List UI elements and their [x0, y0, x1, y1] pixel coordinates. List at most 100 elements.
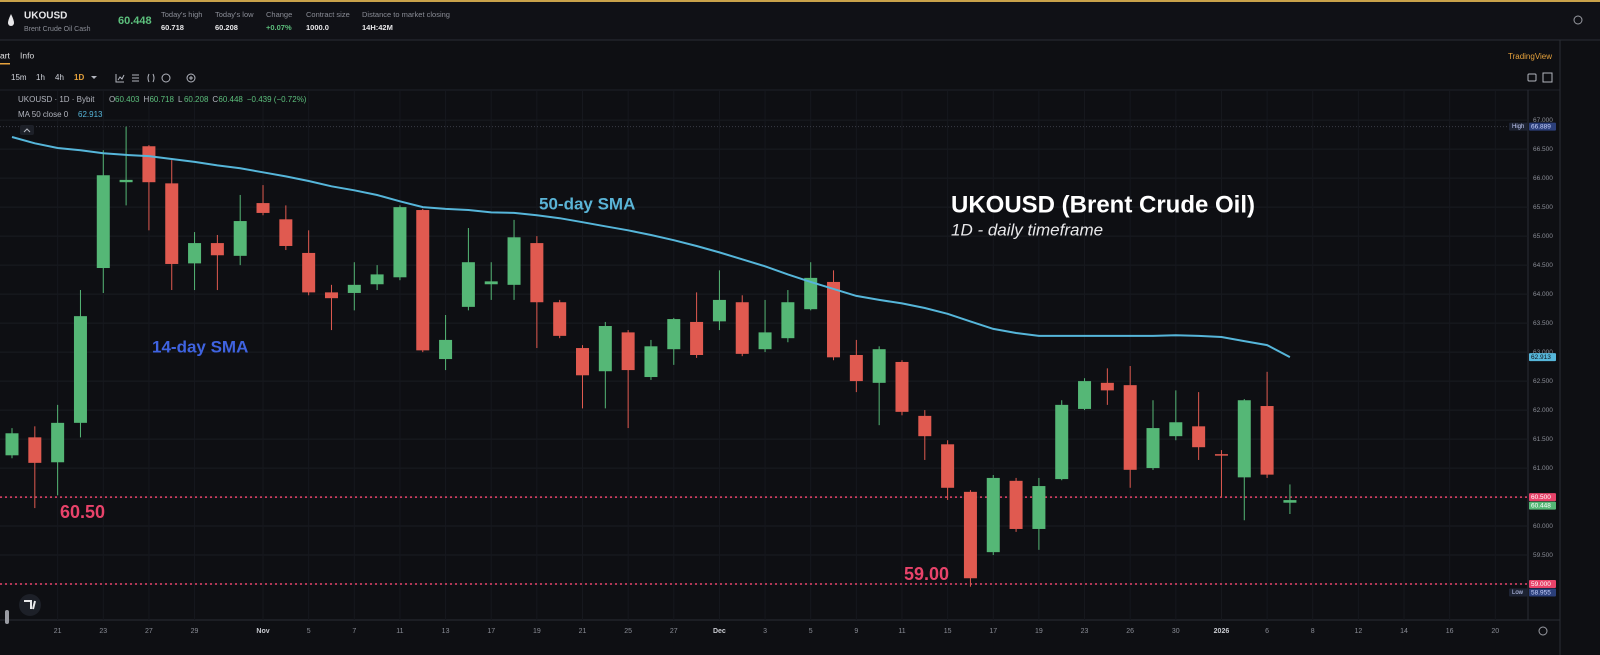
chart-type-icon[interactable] [115, 74, 125, 83]
legend-key: L [178, 95, 183, 104]
x-tick-label: 3 [763, 628, 767, 635]
candle-body [598, 326, 612, 372]
x-tick-label: 9 [854, 628, 858, 635]
y-tick-label: 66.500 [1533, 146, 1553, 153]
candle-body [324, 292, 338, 299]
price-tag-name-bg [1509, 122, 1528, 131]
x-tick-label: 27 [145, 628, 153, 635]
tab-underline [0, 63, 10, 65]
x-tick-label: 19 [533, 628, 541, 635]
legend-key: H [143, 95, 149, 104]
candle-body [1009, 480, 1023, 529]
legend-value: 60.208 [184, 95, 209, 104]
y-tick-label: 60.000 [1533, 523, 1553, 530]
symbol-icon [8, 14, 14, 26]
candle-body [1055, 404, 1069, 480]
x-tick-label: 30 [1172, 628, 1180, 635]
price-tag [1529, 501, 1556, 510]
add-icon[interactable] [186, 73, 196, 83]
legend-key: C [212, 95, 218, 104]
candle-body [1237, 400, 1251, 478]
settings-icon[interactable] [1573, 15, 1583, 25]
x-tick-label: 19 [1035, 628, 1043, 635]
x-tick-label: 23 [1081, 628, 1089, 635]
y-tick-label: 62.000 [1533, 407, 1553, 414]
price-tag-name: Low [1512, 590, 1524, 596]
interval[interactable]: 1h [36, 73, 45, 82]
candle-body [439, 339, 453, 360]
collapse-button[interactable] [20, 125, 34, 135]
x-tick-label: Nov [256, 628, 269, 635]
y-tick-label: 66.000 [1533, 175, 1553, 182]
price-tag [1529, 353, 1556, 362]
x-tick-label: 17 [487, 628, 495, 635]
candle-body [347, 284, 361, 293]
candle-body [1283, 500, 1297, 503]
y-tick-label: 67.000 [1533, 117, 1553, 124]
interval[interactable]: 4h [55, 73, 64, 82]
candle-body [712, 299, 726, 322]
candle-body [416, 210, 430, 351]
x-tick-label: 25 [624, 628, 632, 635]
stat-label: Today's high [161, 10, 202, 19]
interval-dropdown[interactable] [91, 76, 97, 79]
candle-body [827, 281, 841, 358]
legend-value: −0.439 (−0.72%) [247, 95, 307, 104]
price-tag-name: High [1512, 124, 1524, 130]
y-tick-label: 63.000 [1533, 349, 1553, 356]
candle-body [28, 437, 42, 463]
function-icon[interactable] [147, 73, 155, 83]
interval[interactable]: 1D [74, 73, 84, 82]
chart-legend: UKOUSD · 1D · Bybit O 60.403 H 60.718 L 60.208… [18, 95, 307, 119]
tab[interactable]: Info [20, 50, 34, 60]
interval[interactable]: 15m [11, 73, 27, 82]
price-tag-name-bg [1509, 588, 1528, 597]
candle-body [1032, 486, 1046, 529]
price-tag-label: 66.889 [1531, 123, 1551, 130]
legend-title: UKOUSD · 1D · Bybit [18, 95, 95, 104]
brand: TradingView [1508, 52, 1552, 61]
annotation-title: UKOUSD (Brent Crude Oil) [951, 191, 1255, 218]
scroll-handle[interactable] [5, 610, 9, 624]
add-icon-plus[interactable] [189, 76, 193, 80]
replay-icon[interactable] [161, 73, 171, 83]
x-tick-label: 16 [1446, 628, 1454, 635]
x-tick-label: 14 [1400, 628, 1408, 635]
x-tick-label: 7 [352, 628, 356, 635]
candle-body [872, 349, 886, 383]
indicator-icon[interactable] [132, 74, 139, 82]
candle-body [256, 203, 270, 213]
price-tag-label: 59.000 [1531, 581, 1551, 588]
candle-body [233, 221, 247, 256]
price-tag [1529, 580, 1556, 589]
candle-body [73, 316, 87, 423]
price-tag [1529, 588, 1556, 597]
snapshot-icon[interactable] [1527, 73, 1537, 82]
y-tick-label: 61.500 [1533, 436, 1553, 443]
candle-body [758, 332, 772, 350]
candle-body [1192, 426, 1206, 448]
x-tick-label: 12 [1354, 628, 1362, 635]
candle-body [1260, 406, 1274, 475]
x-tick-label: Dec [713, 628, 726, 635]
x-tick-label: 11 [898, 628, 905, 635]
candle-body [621, 332, 635, 371]
candle-body [142, 146, 156, 183]
candle-body [667, 319, 681, 350]
x-tick-label: 17 [989, 628, 997, 635]
legend-series-name: MA 50 close 0 [18, 110, 69, 119]
tab[interactable]: art [0, 50, 11, 60]
axis-settings-icon[interactable] [1538, 626, 1548, 636]
y-tick-label: 59.500 [1533, 552, 1553, 559]
legend-value: 60.448 [218, 95, 243, 104]
symbol: UKOUSD [24, 11, 67, 22]
candle-body [690, 321, 704, 355]
fullscreen-icon[interactable] [1542, 72, 1553, 83]
candle-body [96, 175, 110, 269]
candle-body [279, 219, 293, 246]
candle-body [484, 281, 498, 285]
candle-body [393, 207, 407, 278]
price-tag-label: 60.448 [1531, 502, 1551, 509]
